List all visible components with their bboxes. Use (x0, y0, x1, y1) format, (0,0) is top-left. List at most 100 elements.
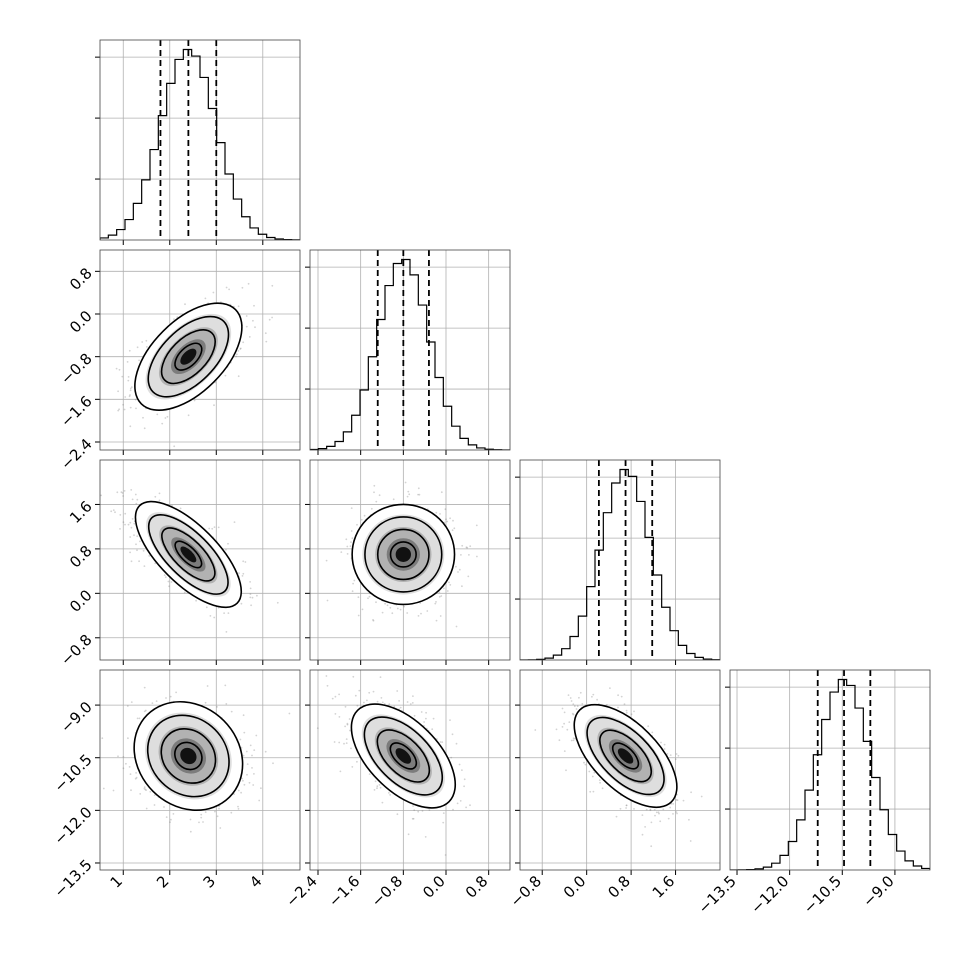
scatter-point (179, 507, 182, 510)
scatter-point (350, 530, 353, 532)
scatter-point (653, 808, 656, 811)
scatter-point (578, 696, 580, 699)
scatter-point (252, 784, 255, 786)
scatter-point (460, 554, 462, 556)
scatter-point (625, 711, 628, 714)
scatter-point (457, 571, 459, 573)
scatter-point (225, 286, 228, 289)
y-tick-label: −12.0 (50, 803, 95, 848)
density-fill-peak (180, 348, 197, 365)
scatter-point (141, 341, 144, 343)
scatter-point (589, 790, 592, 793)
scatter-point (237, 805, 239, 808)
scatter-point (641, 833, 644, 836)
scatter-point (443, 587, 445, 590)
scatter-point (465, 806, 467, 809)
contour-outer (133, 700, 244, 811)
scatter-point (592, 693, 595, 696)
scatter-point (368, 691, 371, 694)
scatter-point (129, 406, 132, 409)
scatter-point (461, 544, 464, 547)
scatter-point (370, 507, 373, 510)
scatter-point (449, 584, 452, 586)
scatter-point (117, 390, 119, 393)
scatter-point (131, 518, 134, 520)
scatter-point (647, 725, 650, 728)
scatter-point (114, 511, 116, 514)
scatter-point (373, 491, 375, 494)
scatter-point (378, 494, 381, 497)
scatter-point (149, 790, 152, 793)
scatter-point (242, 560, 245, 563)
scatter-point (217, 526, 220, 529)
scatter-point (165, 697, 167, 699)
scatter-point (119, 528, 121, 530)
scatter-point (663, 743, 666, 746)
scatter-point (438, 591, 441, 593)
scatter-point (134, 398, 137, 401)
y-tick-label: −13.5 (50, 856, 95, 901)
scatter-point (129, 425, 132, 428)
scatter-point (660, 741, 662, 744)
scatter-point (423, 721, 425, 723)
scatter-point (617, 706, 619, 709)
scatter-point (467, 575, 470, 578)
scatter-point (645, 808, 648, 811)
scatter-point (346, 723, 349, 726)
scatter-point (200, 816, 203, 819)
scatter-point (172, 813, 175, 815)
scatter-point (230, 710, 233, 713)
contour-2 (146, 714, 230, 798)
panel-frame (99, 249, 301, 451)
scatter-point (466, 546, 469, 549)
scatter-point (411, 817, 414, 820)
scatter-point (225, 703, 228, 705)
scatter-point (242, 714, 245, 717)
contour-inner (174, 342, 203, 371)
scatter-point (396, 813, 399, 816)
scatter-point (118, 408, 120, 411)
scatter-point (245, 315, 248, 317)
scatter-point (669, 806, 672, 809)
contour-2 (363, 716, 444, 796)
scatter-point (445, 518, 447, 521)
scatter-point (344, 705, 347, 708)
scatter-point (563, 722, 565, 725)
scatter-point (384, 602, 386, 605)
scatter-point (368, 595, 371, 598)
y-tick-label: −1.6 (57, 392, 95, 430)
scatter-point (127, 379, 130, 382)
panel-frame (309, 459, 511, 661)
scatter-point (128, 766, 131, 768)
scatter-point (143, 565, 146, 567)
scatter-point (338, 741, 341, 744)
scatter-point (161, 422, 164, 425)
scatter-point (565, 769, 567, 772)
scatter-point (170, 581, 173, 583)
scatter-point (569, 697, 572, 699)
x-tick-label: 4 (246, 872, 265, 891)
scatter-point (563, 750, 566, 752)
scatter-point (625, 804, 628, 807)
scatter-point (435, 601, 437, 603)
scatter-point (465, 546, 468, 549)
scatter-point (475, 524, 478, 527)
contour-2 (586, 716, 665, 796)
scatter-point (119, 514, 122, 516)
scatter-point (100, 494, 102, 497)
scatter-point (139, 793, 142, 795)
scatter-point (142, 549, 145, 552)
scatter-point (455, 625, 458, 628)
scatter-point (249, 587, 252, 590)
scatter-point (461, 585, 463, 588)
scatter-point (173, 445, 176, 448)
scatter-point (164, 417, 167, 419)
scatter-point (682, 799, 685, 802)
scatter-point (676, 799, 679, 802)
x-tick-label: 0.8 (604, 872, 634, 902)
scatter-point (576, 705, 579, 708)
scatter-point (407, 490, 410, 493)
x-tick-label: −12.0 (747, 872, 792, 917)
scatter-point (349, 545, 352, 547)
scatter-point (233, 521, 236, 523)
